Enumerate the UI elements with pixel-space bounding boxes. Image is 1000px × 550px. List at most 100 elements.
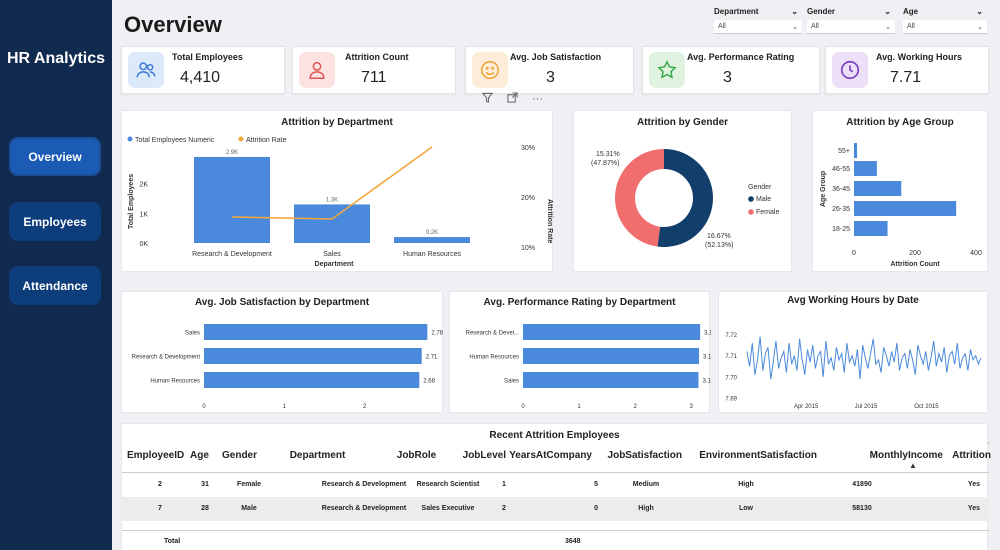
y2-tick-label: 30%: [521, 145, 535, 152]
x-axis-title: Department: [315, 261, 355, 268]
nav-attendance-button[interactable]: Attendance: [9, 266, 101, 305]
chevron-down-icon: ⌄: [791, 7, 798, 16]
table-cell: 28: [201, 505, 209, 512]
attrition-rate-line: [231, 146, 433, 220]
scroll-indicator[interactable]: ◦: [987, 440, 990, 447]
nav-overview-button[interactable]: Overview: [9, 137, 101, 176]
y-tick-label: 36-45: [832, 186, 850, 193]
table-cell: High: [738, 481, 754, 488]
legend-title: Gender: [748, 184, 772, 191]
table-header-row: EmployeeID Age Gender Department JobRole…: [122, 442, 995, 468]
data-label: 0.2K: [426, 230, 438, 236]
chart-title: Attrition by Age Group: [846, 117, 954, 128]
table-cell: Male: [241, 505, 257, 512]
kpi-card-avg-working-hours: Avg. Working Hours 7.71: [825, 46, 989, 94]
legend-label: Attrition Rate: [246, 137, 287, 144]
column-header[interactable]: Gender: [222, 449, 258, 461]
table-cell: 41890: [852, 481, 872, 488]
column-header[interactable]: YearsAtCompany: [509, 449, 592, 461]
legend-label: Total Employees Numeric: [135, 137, 215, 144]
y-tick-label: 2K: [139, 182, 148, 189]
table-cell: 58130: [852, 505, 872, 512]
x-tick-label: Apr 2015: [794, 404, 819, 410]
total-value: 3648: [565, 538, 581, 545]
x-tick-label: Human Resources: [403, 251, 461, 258]
recent-attrition-panel: Recent Attrition Employees ◦ EmployeeID …: [121, 423, 991, 550]
bar: [204, 324, 428, 340]
column-header[interactable]: Age: [190, 449, 209, 461]
chevron-down-icon: ⌄: [884, 7, 891, 16]
y-tick-label: 46-55: [832, 166, 850, 173]
bar: [204, 348, 422, 364]
bar: [294, 204, 370, 243]
column-header[interactable]: JobSatisfaction: [607, 449, 682, 461]
table-cell: Research & Development: [321, 505, 407, 512]
column-header[interactable]: JobLevel: [462, 449, 506, 461]
legend-label: Male: [756, 196, 771, 203]
working-hours-line: [746, 336, 982, 380]
kpi-card-total-employees: Total Employees 4,410: [121, 46, 285, 94]
table-cell: Research & Development: [321, 481, 407, 488]
y-axis-title: Age Group: [820, 171, 827, 207]
attrition-table: EmployeeID Age Gender Department JobRole…: [122, 442, 995, 468]
y-tick-label: Human Resources: [150, 379, 200, 385]
age-filter[interactable]: Age ⌄ All ⌄: [903, 7, 987, 34]
sort-ascending-icon[interactable]: ▲: [909, 461, 917, 470]
chevron-down-icon: ⌄: [792, 23, 798, 31]
legend-marker: [127, 136, 133, 142]
x-axis-title: Attrition Count: [890, 261, 940, 268]
y-tick-label: 1K: [139, 211, 148, 218]
kpi-card-avg-performance-rating: Avg. Performance Rating 3: [642, 46, 820, 94]
expand-icon[interactable]: [507, 92, 518, 106]
column-header[interactable]: MonthlyIncome: [869, 449, 943, 461]
column-header[interactable]: Attrition: [952, 449, 991, 461]
x-tick-label: 0: [852, 250, 856, 257]
department-filter[interactable]: Department ⌄ All ⌄: [714, 7, 802, 34]
bar: [854, 201, 957, 216]
chart-title: Avg. Job Satisfaction by Department: [194, 297, 370, 308]
x-tick-label: 0: [202, 404, 206, 410]
y-tick-label: 7.71: [725, 354, 737, 360]
table-cell: Yes: [967, 505, 980, 512]
clock-icon: [832, 52, 868, 88]
job-satisfaction-chart: Sales 2.78 Research & Development 2.71 Human…: [132, 324, 444, 410]
data-label: 3.16: [704, 331, 711, 337]
pie-slice: [657, 149, 713, 247]
more-icon[interactable]: ···: [532, 93, 543, 105]
table-row[interactable]: 7 28 Male Research & Development Sales Execu…: [122, 497, 989, 521]
data-label: 2.9K: [226, 150, 238, 156]
table-cell: Female: [236, 481, 262, 488]
visual-toolbar: ···: [481, 92, 552, 106]
sidebar: HR Analytics Overview Employees Attendan…: [0, 0, 112, 550]
attrition-age-chart: 55+ 46-55 36-45 26-35 18-25 0 200 400 Age Group…: [820, 143, 982, 268]
x-tick-label: 1: [577, 404, 581, 410]
kpi-value: 4,410: [180, 69, 221, 86]
table-cell: High: [638, 505, 654, 512]
column-header[interactable]: Department: [289, 449, 346, 461]
column-header[interactable]: EnvironmentSatisfaction: [699, 449, 817, 461]
bar: [854, 161, 877, 176]
data-label: 2.78: [431, 331, 443, 337]
gender-filter[interactable]: Gender ⌄ All ⌄: [807, 7, 895, 34]
y-tick-label: Sales: [504, 379, 519, 385]
x-tick-label: Jul 2015: [855, 404, 878, 410]
x-tick-label: 2: [633, 404, 637, 410]
column-header[interactable]: EmployeeID: [127, 449, 185, 461]
filter-icon[interactable]: [481, 92, 494, 106]
table-row[interactable]: 2 31 Female Research & Development Research …: [122, 473, 989, 497]
x-tick-label: 1: [283, 404, 287, 410]
y-axis-title: Total Employees: [128, 174, 135, 229]
legend-marker: [238, 136, 244, 142]
data-label: 2.68: [423, 379, 435, 385]
table-cell: 1: [502, 481, 506, 488]
age-filter-label: Age: [903, 7, 919, 16]
kpi-label: Avg. Job Satisfaction: [510, 52, 602, 62]
data-label: 2.71: [426, 355, 438, 361]
kpi-label: Avg. Performance Rating: [687, 52, 795, 62]
chevron-down-icon: ⌄: [976, 7, 983, 16]
nav-employees-button[interactable]: Employees: [9, 202, 101, 241]
y-tick-label: Sales: [185, 331, 200, 337]
table-cell: Sales Executive: [421, 505, 475, 512]
column-header[interactable]: JobRole: [396, 449, 437, 461]
